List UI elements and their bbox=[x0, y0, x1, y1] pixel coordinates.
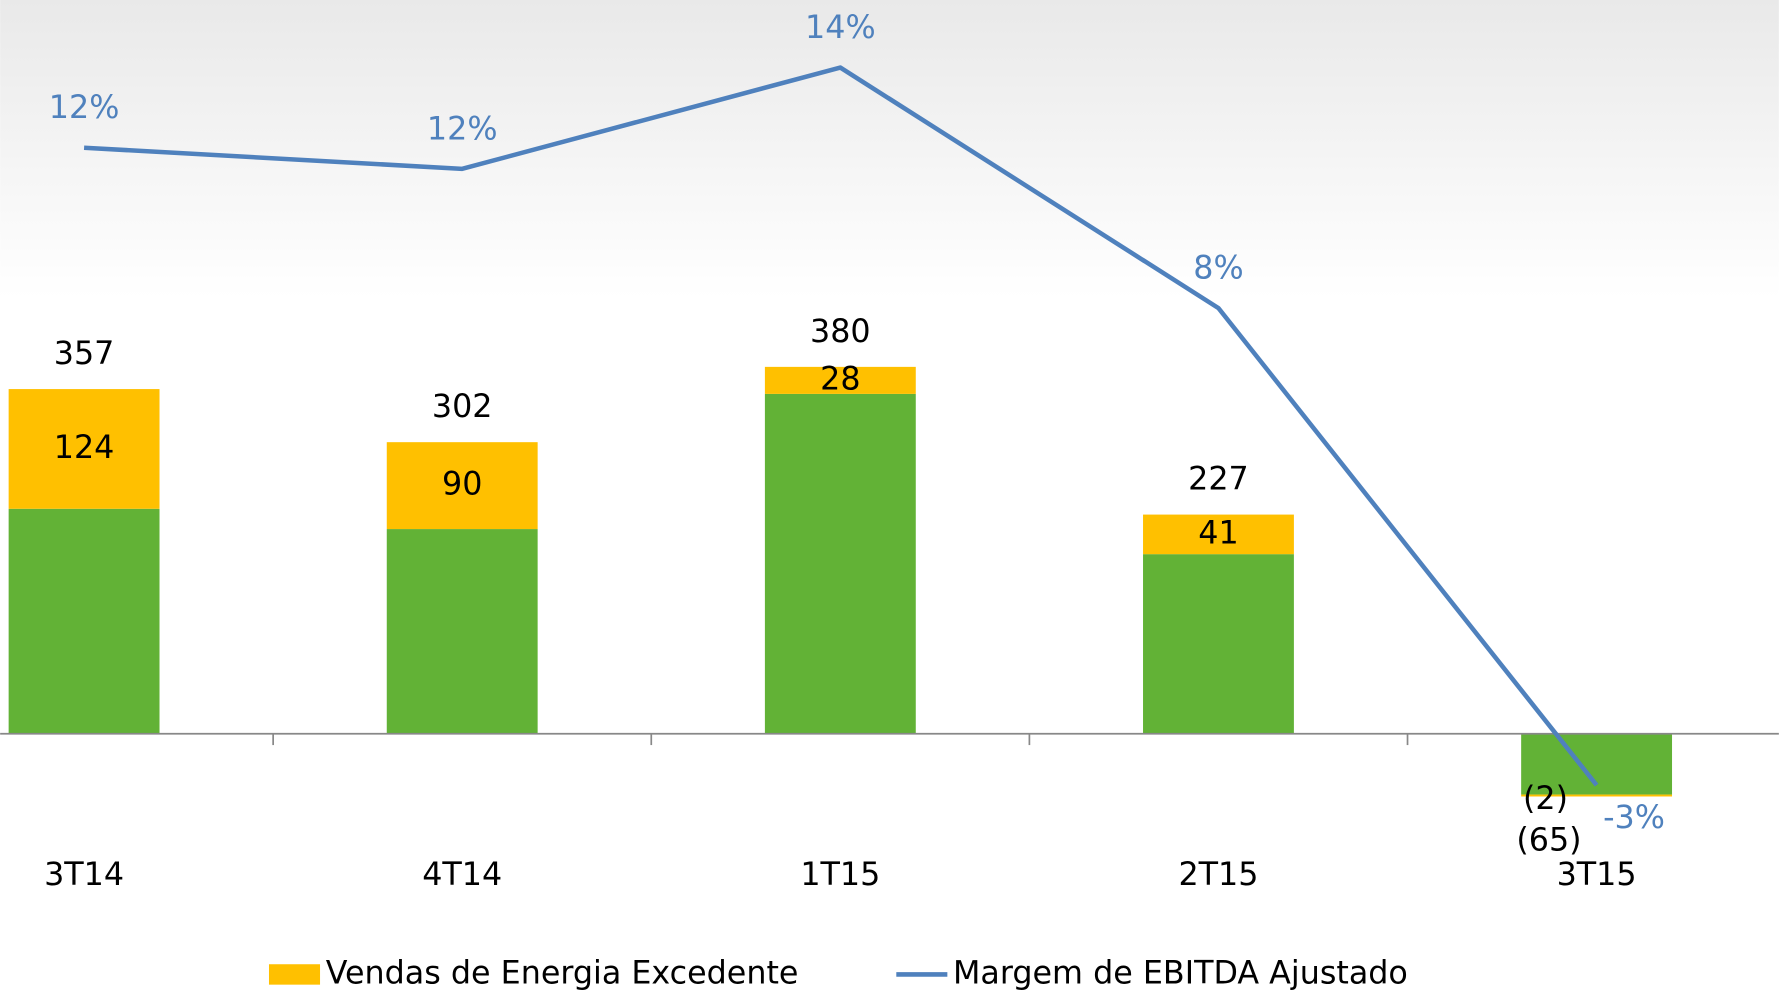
line-label: 14% bbox=[805, 10, 876, 46]
total-label: 302 bbox=[432, 389, 493, 425]
line-label: 12% bbox=[427, 111, 498, 147]
segment-label: 41 bbox=[1198, 515, 1238, 551]
total-label: 227 bbox=[1188, 462, 1249, 498]
x-tick-label: 2T15 bbox=[1178, 857, 1258, 893]
line-series bbox=[83, 65, 1599, 787]
line-label: 12% bbox=[49, 90, 120, 126]
bar-segment bbox=[1143, 514, 1294, 555]
line-label: -3% bbox=[1603, 800, 1665, 836]
segment-label: 28 bbox=[820, 361, 860, 397]
bar-segment bbox=[764, 366, 916, 394]
bar-segment bbox=[1521, 794, 1673, 797]
legend-label: Margem de EBITDA Ajustado bbox=[953, 955, 1408, 991]
total-label: 380 bbox=[810, 314, 871, 350]
bar-segment bbox=[386, 529, 538, 734]
segment-label: (2) bbox=[1523, 781, 1568, 817]
legend-label: Vendas de Energia Excedente bbox=[326, 955, 799, 991]
segment-label: 90 bbox=[442, 467, 482, 503]
segment-label: 124 bbox=[54, 430, 115, 466]
bar-segment bbox=[8, 508, 160, 734]
bar-segment bbox=[8, 389, 160, 509]
line-label: 8% bbox=[1193, 251, 1243, 287]
x-tick-label: 4T14 bbox=[422, 857, 502, 893]
total-label: 357 bbox=[54, 336, 115, 372]
legend-swatch bbox=[268, 964, 321, 985]
bar-segment bbox=[764, 393, 916, 734]
total-label: (65) bbox=[1516, 823, 1581, 859]
bar-segment bbox=[386, 442, 538, 530]
x-tick-label: 1T15 bbox=[800, 857, 880, 893]
x-tick-label: 3T14 bbox=[44, 857, 124, 893]
x-tick-label: 3T15 bbox=[1557, 857, 1637, 893]
bar-segment bbox=[1143, 554, 1294, 734]
